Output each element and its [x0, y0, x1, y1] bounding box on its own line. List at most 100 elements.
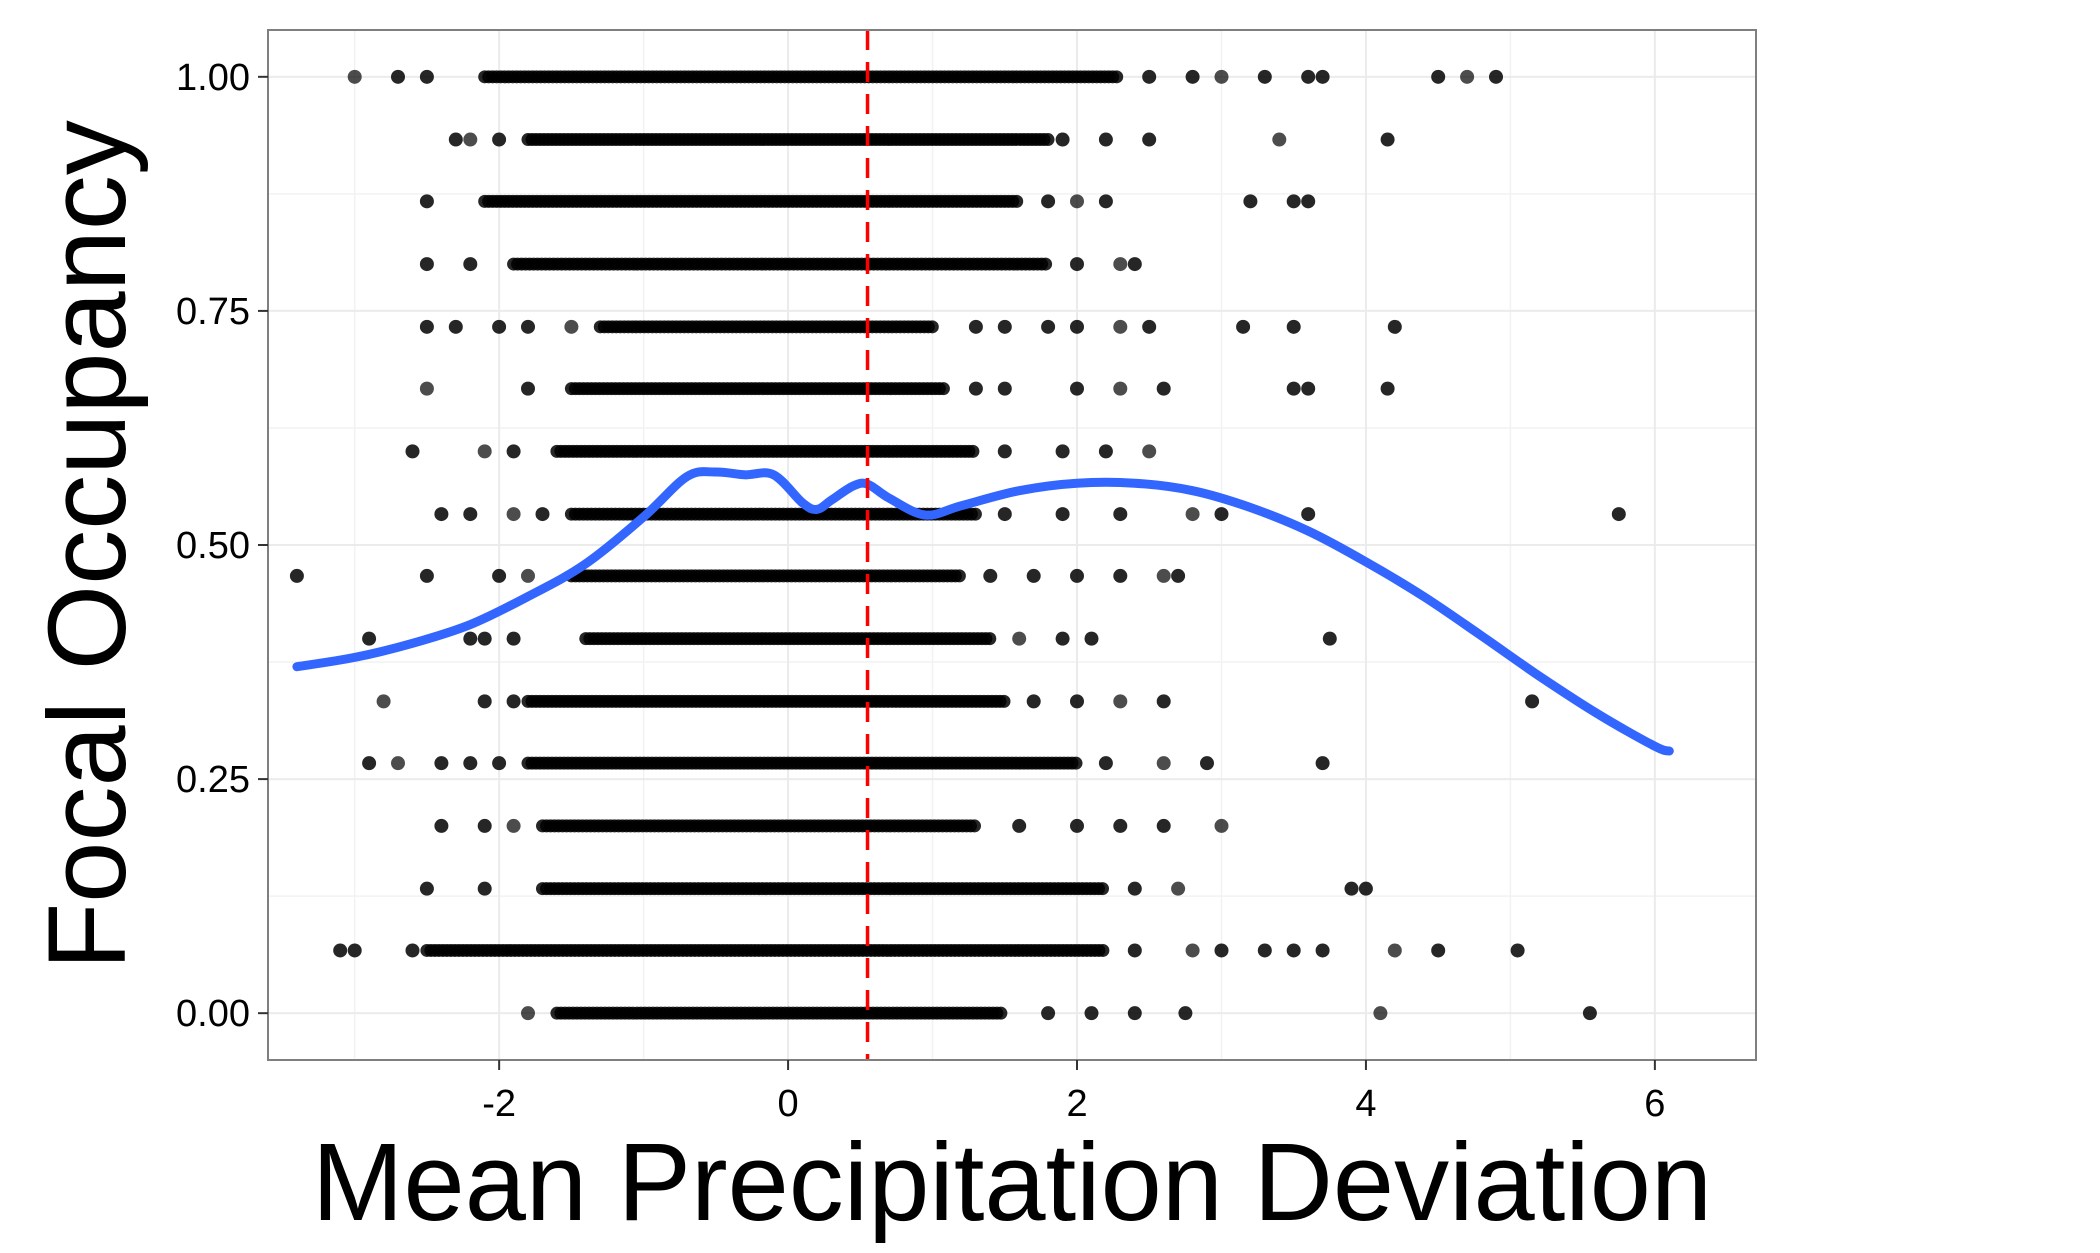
data-point	[419, 881, 434, 896]
data-point	[1301, 194, 1316, 209]
data-point	[1012, 818, 1027, 833]
data-point	[1012, 631, 1027, 646]
data-point	[535, 507, 550, 522]
data-point	[1460, 69, 1475, 84]
point-row	[419, 881, 1373, 896]
data-point	[1127, 943, 1142, 958]
data-point	[1214, 943, 1229, 958]
y-axis-title: Focal Occupancy	[26, 120, 149, 970]
y-tick-label: 0.75	[176, 291, 250, 333]
data-point	[1098, 444, 1113, 459]
data-point	[492, 319, 507, 334]
data-point	[1185, 507, 1200, 522]
point-row	[333, 943, 1525, 958]
data-point	[434, 507, 449, 522]
data-point	[997, 444, 1012, 459]
x-tick-label: 6	[1644, 1083, 1665, 1125]
data-point	[564, 319, 579, 334]
data-point	[1055, 132, 1070, 147]
data-point	[1070, 319, 1084, 334]
data-point	[966, 444, 980, 458]
data-point	[1070, 818, 1084, 833]
data-point	[1272, 132, 1287, 147]
y-tick-label: 0.00	[176, 993, 250, 1035]
data-point	[1214, 69, 1229, 84]
data-point	[492, 756, 507, 771]
data-point	[1380, 132, 1395, 147]
data-point	[1026, 568, 1041, 583]
data-point	[1185, 943, 1200, 958]
data-point	[1236, 319, 1251, 334]
data-point	[1156, 568, 1171, 583]
data-point	[1069, 756, 1083, 770]
data-point	[477, 881, 492, 896]
data-point	[1214, 818, 1229, 833]
data-point	[1380, 381, 1395, 396]
data-point	[1185, 69, 1200, 84]
data-point	[391, 69, 405, 84]
point-row	[419, 194, 1316, 209]
data-point	[521, 381, 535, 396]
data-point	[1070, 257, 1084, 272]
data-point	[376, 694, 391, 709]
data-point	[347, 943, 362, 958]
data-point	[1127, 1006, 1142, 1021]
data-points	[289, 69, 1626, 1021]
data-point	[1525, 694, 1540, 709]
data-point	[405, 444, 420, 459]
y-axis-ticks: 0.00 0.25 0.50 0.75 1.00	[176, 57, 268, 1035]
data-point	[1431, 943, 1446, 958]
data-point	[1301, 381, 1316, 396]
data-point	[968, 381, 983, 396]
data-point	[1257, 69, 1272, 84]
data-point	[419, 69, 434, 84]
data-point	[997, 507, 1012, 522]
data-point	[1026, 694, 1041, 709]
data-point	[1171, 568, 1186, 583]
smooth-trend-line	[292, 467, 1674, 756]
data-point	[1156, 381, 1171, 396]
data-point	[1315, 943, 1330, 958]
x-tick-label: -2	[482, 1083, 516, 1125]
data-point	[1113, 381, 1128, 396]
data-point	[1257, 943, 1272, 958]
data-point	[1301, 69, 1316, 84]
y-tick-label: 1.00	[176, 57, 250, 99]
data-point	[1055, 631, 1070, 646]
data-point	[1070, 381, 1084, 396]
point-row	[419, 319, 1402, 334]
data-point	[1286, 194, 1301, 209]
data-point	[419, 257, 434, 272]
data-point	[1510, 943, 1525, 958]
data-point	[1110, 70, 1124, 84]
data-point	[492, 132, 507, 147]
data-point	[1243, 194, 1258, 209]
point-row	[419, 381, 1395, 396]
data-point	[1315, 69, 1330, 84]
data-point	[1286, 381, 1301, 396]
data-point	[997, 381, 1012, 396]
y-tick-label: 0.25	[176, 759, 250, 801]
data-point	[1113, 694, 1128, 709]
point-row	[405, 444, 1157, 459]
data-point	[1322, 631, 1337, 646]
data-point	[936, 382, 950, 396]
data-point	[1387, 943, 1402, 958]
data-point	[925, 320, 939, 334]
data-point	[1301, 507, 1316, 522]
point-row	[419, 257, 1142, 272]
data-point	[994, 1006, 1008, 1020]
data-point	[448, 319, 463, 334]
data-point	[1171, 881, 1186, 896]
data-point	[463, 631, 478, 646]
data-point	[1286, 319, 1301, 334]
point-row	[521, 1006, 1597, 1021]
data-point	[419, 194, 434, 209]
data-point	[521, 1006, 535, 1021]
data-point	[333, 943, 348, 958]
data-point	[1098, 194, 1113, 209]
data-point	[477, 818, 492, 833]
data-point	[362, 756, 377, 771]
data-point	[434, 818, 449, 833]
